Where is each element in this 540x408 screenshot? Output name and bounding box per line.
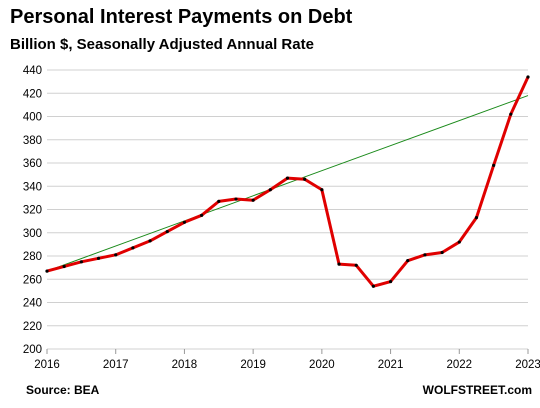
data-point	[440, 250, 444, 255]
data-point	[268, 188, 272, 192]
x-tick-label: 2021	[378, 359, 404, 371]
data-point	[251, 198, 255, 202]
data-point	[337, 262, 341, 266]
data-point	[406, 259, 410, 263]
y-tick-label: 200	[23, 344, 42, 356]
data-point	[285, 176, 290, 180]
data-point	[354, 263, 358, 267]
data-point	[474, 216, 479, 220]
y-tick-label: 360	[23, 158, 42, 170]
x-tick-label: 2019	[240, 359, 266, 371]
y-tick-label: 320	[23, 205, 42, 217]
x-tick-label: 2023	[515, 359, 540, 371]
data-point	[492, 163, 496, 167]
x-tick-label: 2016	[34, 359, 60, 371]
y-tick-label: 380	[23, 135, 42, 147]
data-point	[388, 279, 393, 284]
series-lines	[46, 76, 530, 288]
data-point	[182, 220, 187, 224]
x-tick-label: 2022	[446, 359, 472, 371]
data-point	[303, 177, 307, 181]
series-points	[45, 75, 530, 288]
data-point	[423, 253, 427, 257]
y-axis-ticks: 200 220 240 260 280 300 320 340 360 380 400 420 440	[23, 65, 42, 356]
data-point	[509, 112, 513, 116]
credit-note: WOLFSTREET.com	[422, 383, 532, 397]
y-tick-label: 400	[23, 112, 42, 124]
data-point	[131, 246, 135, 250]
x-tick-label: 2020	[309, 359, 335, 371]
data-point	[371, 284, 375, 288]
data-point	[114, 253, 118, 257]
data-point	[45, 269, 49, 273]
source-note: Source: BEA	[26, 383, 100, 397]
y-tick-label: 340	[23, 181, 42, 193]
data-point	[148, 239, 152, 243]
trend-line	[46, 95, 529, 272]
data-point	[217, 199, 221, 203]
data-point	[79, 260, 83, 264]
chart-title: Personal Interest Payments on Debt	[10, 6, 353, 28]
y-tick-label: 300	[23, 228, 42, 240]
data-point	[200, 213, 204, 217]
data-point	[96, 256, 101, 260]
y-tick-label: 280	[23, 251, 42, 263]
interest-payments-line	[46, 76, 530, 288]
y-tick-label: 240	[23, 298, 42, 310]
chart-subtitle: Billion $, Seasonally Adjusted Annual Ra…	[10, 36, 314, 53]
x-axis-ticks: 2016 2017 2018 2019 2020 2021 2022 2023	[34, 349, 540, 371]
data-point	[526, 75, 530, 79]
x-tick-label: 2017	[103, 359, 129, 371]
data-point	[234, 197, 238, 201]
data-point	[62, 264, 66, 269]
x-tick-label: 2018	[172, 359, 198, 371]
y-tick-label: 220	[23, 321, 42, 333]
data-point	[165, 229, 169, 234]
y-tick-label: 260	[23, 274, 42, 286]
y-tick-label: 440	[23, 65, 42, 77]
data-point	[320, 188, 324, 192]
y-tick-label: 420	[23, 88, 42, 100]
data-point	[457, 240, 461, 244]
gridlines	[47, 69, 528, 350]
